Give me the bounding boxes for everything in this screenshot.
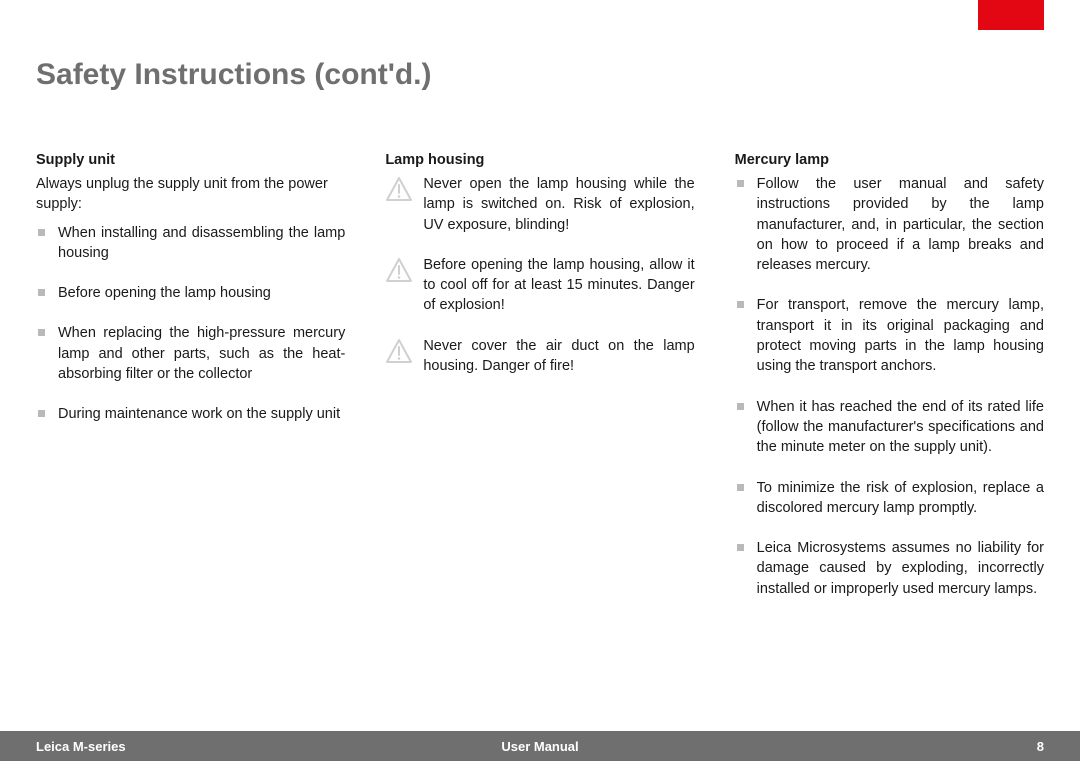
warning-text: Never open the lamp housing while the la… bbox=[423, 174, 694, 235]
list-item: When installing and disassembling the la… bbox=[36, 223, 345, 264]
col3-heading: Mercury lamp bbox=[735, 152, 1044, 168]
col-mercury-lamp: Mercury lamp Follow the user manual and … bbox=[735, 152, 1044, 619]
list-item: During maintenance work on the supply un… bbox=[36, 404, 345, 424]
warning-text: Never cover the air duct on the lamp hou… bbox=[423, 336, 694, 377]
col1-intro: Always unplug the supply unit from the p… bbox=[36, 174, 345, 215]
page-footer: Leica M-series User Manual 8 bbox=[0, 731, 1080, 761]
list-item: Leica Microsystems assumes no liability … bbox=[735, 538, 1044, 599]
footer-page-number: 8 bbox=[1037, 739, 1044, 754]
warning-icon bbox=[385, 176, 413, 202]
list-item: When replacing the high-pressure mercury… bbox=[36, 323, 345, 384]
col2-heading: Lamp housing bbox=[385, 152, 694, 168]
warning-icon bbox=[385, 338, 413, 364]
list-item: When it has reached the end of its rated… bbox=[735, 397, 1044, 458]
footer-center: User Manual bbox=[501, 739, 578, 754]
warning-icon bbox=[385, 257, 413, 283]
warning-block: Never cover the air duct on the lamp hou… bbox=[385, 336, 694, 377]
footer-left: Leica M-series bbox=[36, 739, 126, 754]
col3-list: Follow the user manual and safety instru… bbox=[735, 174, 1044, 599]
page: Safety Instructions (cont'd.) Supply uni… bbox=[0, 0, 1080, 761]
col1-list: When installing and disassembling the la… bbox=[36, 223, 345, 425]
warning-text: Before opening the lamp housing, allow i… bbox=[423, 255, 694, 316]
list-item: Before opening the lamp housing bbox=[36, 283, 345, 303]
warning-block: Before opening the lamp housing, allow i… bbox=[385, 255, 694, 316]
brand-tab bbox=[978, 0, 1044, 30]
list-item: For transport, remove the mercury lamp, … bbox=[735, 295, 1044, 376]
col1-heading: Supply unit bbox=[36, 152, 345, 168]
page-title: Safety Instructions (cont'd.) bbox=[36, 58, 432, 92]
list-item: Follow the user manual and safety instru… bbox=[735, 174, 1044, 275]
warning-block: Never open the lamp housing while the la… bbox=[385, 174, 694, 235]
col-supply-unit: Supply unit Always unplug the supply uni… bbox=[36, 152, 345, 619]
list-item: To minimize the risk of explosion, repla… bbox=[735, 478, 1044, 519]
col-lamp-housing: Lamp housing Never open the lamp housing… bbox=[385, 152, 694, 619]
content-columns: Supply unit Always unplug the supply uni… bbox=[36, 152, 1044, 619]
